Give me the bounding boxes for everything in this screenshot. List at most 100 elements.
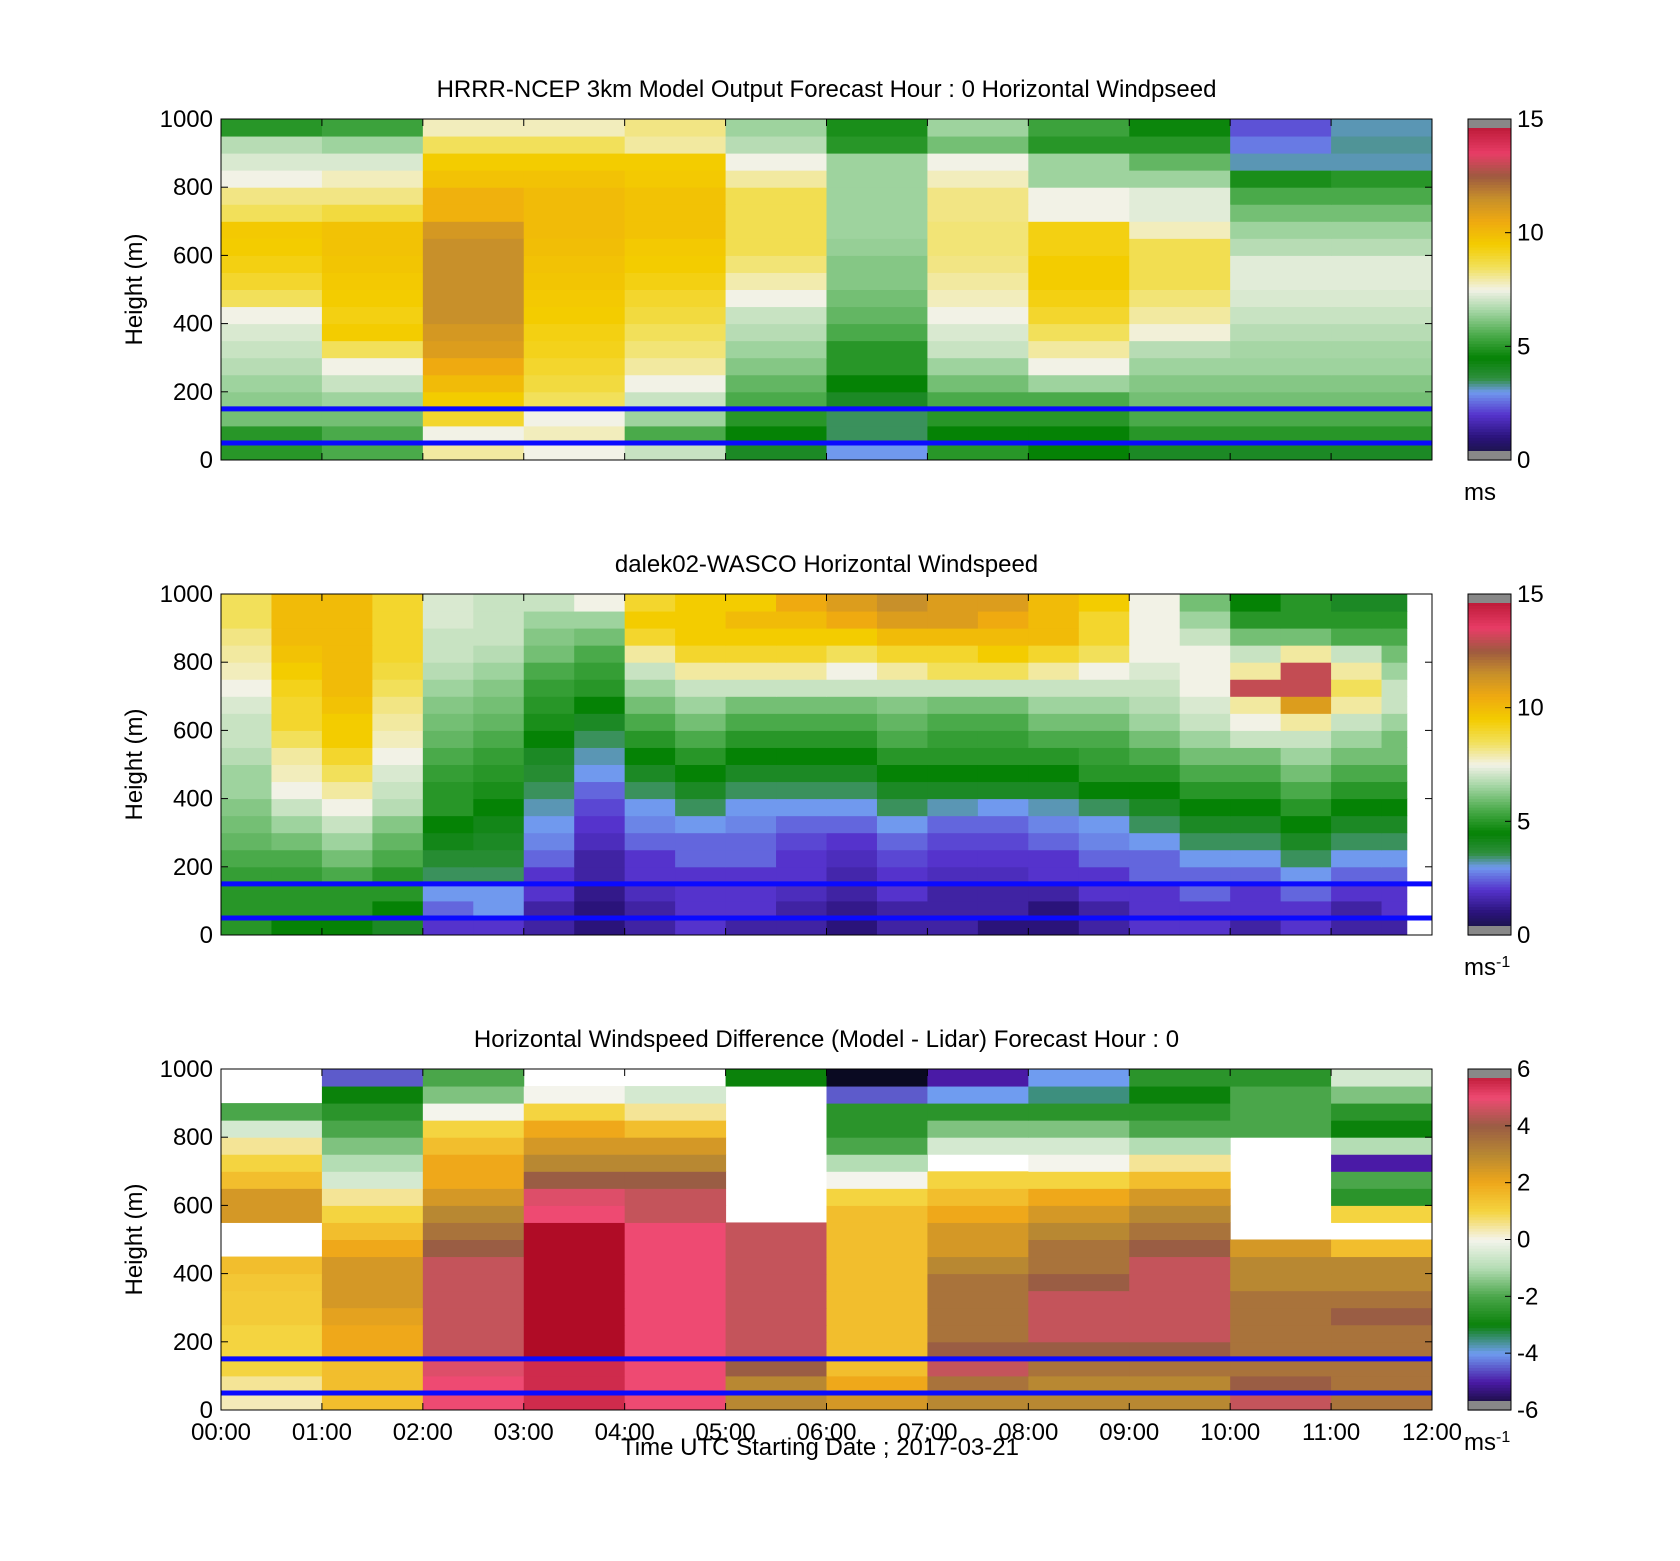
heatmap-cell [321, 798, 373, 817]
heatmap-cell [1028, 272, 1130, 290]
heatmap-cell [1280, 594, 1332, 612]
heatmap-cell [422, 1290, 525, 1309]
colorbar-segment [1468, 1313, 1511, 1317]
heatmap-cell [1179, 662, 1231, 680]
heatmap-cell [675, 662, 727, 680]
heatmap-cell [927, 204, 1029, 222]
heatmap-cell [1129, 221, 1231, 239]
colorbar-segment [1468, 630, 1511, 635]
heatmap-cell [1280, 815, 1332, 834]
heatmap-cell [221, 747, 272, 765]
heatmap-cell [321, 357, 424, 376]
heatmap-cell [321, 255, 424, 273]
heatmap-cell [1179, 628, 1231, 646]
colorbar-segment [1468, 1168, 1511, 1172]
colorbar-segment [1468, 192, 1511, 197]
heatmap-cell [1381, 798, 1408, 817]
heatmap-cell [1179, 730, 1231, 748]
heatmap-cell [776, 679, 827, 697]
heatmap-cell [1230, 255, 1332, 273]
colorbar-segment [1468, 380, 1511, 384]
colorbar-segment [1468, 1390, 1511, 1394]
colorbar-segment [1468, 1287, 1511, 1292]
heatmap-cell [1230, 1375, 1332, 1394]
colorbar-segment [1468, 209, 1511, 214]
heatmap-cell [977, 917, 1029, 936]
heatmap-cell [1129, 594, 1181, 612]
colorbar-segment [1468, 1219, 1511, 1224]
heatmap-cell [523, 289, 626, 308]
colorbar-segment [1468, 1338, 1511, 1343]
heatmap-cell [927, 306, 1029, 325]
heatmap-cell [1028, 306, 1130, 325]
heatmap-cell [321, 917, 373, 936]
heatmap-cell [372, 866, 424, 885]
colorbar-segment [1468, 1088, 1511, 1093]
heatmap-cell [725, 900, 777, 919]
y-tick-label: 600 [173, 242, 213, 269]
heatmap-cell [927, 289, 1029, 308]
y-tick-label: 600 [173, 1192, 213, 1219]
heatmap-cell [321, 1358, 424, 1377]
heatmap-cell [473, 849, 525, 868]
colorbar-segment [1468, 792, 1511, 797]
colorbar-segment [1468, 289, 1511, 293]
colorbar-segment [1468, 647, 1511, 652]
y-tick-label: 800 [173, 1124, 213, 1151]
colorbar-segment [1468, 815, 1511, 820]
x-axis-ticks [220, 594, 1433, 935]
heatmap-cell [422, 815, 474, 834]
heatmap-cell [725, 1375, 827, 1394]
heatmap-cell [826, 1120, 928, 1138]
colorbar-segment [1468, 1125, 1511, 1130]
heatmap-cell [372, 764, 424, 783]
heatmap-cell [624, 238, 727, 256]
heatmap-cell [574, 645, 626, 663]
heatmap-cell [523, 730, 575, 748]
x-tick-label: 06:00 [796, 1419, 856, 1446]
heatmap-cell [1331, 323, 1433, 342]
heatmap-cell [1129, 1205, 1231, 1223]
colorbar-segment [1468, 224, 1511, 228]
heatmap-cell [776, 611, 827, 629]
heatmap-cell [725, 1358, 827, 1377]
heatmap-cell [1078, 798, 1130, 817]
colorbar-segment [1468, 656, 1511, 660]
heatmap-cell [1028, 1273, 1130, 1292]
heatmap-cell [321, 1256, 424, 1275]
colorbar-segment [1468, 420, 1511, 424]
colorbar-unit-exponent: -1 [1496, 1429, 1510, 1446]
heatmap-cell [221, 662, 272, 680]
colorbar-segment [1468, 280, 1511, 285]
colorbar: -6 -4 -2 0 2 4 6 [1467, 1056, 1538, 1424]
heatmap-cell [422, 1188, 525, 1206]
heatmap-cell [321, 170, 424, 188]
heatmap-cell [1129, 1222, 1231, 1240]
colorbar-segment [1468, 295, 1511, 299]
heatmap-cell [473, 611, 525, 629]
heatmap-cell [826, 713, 878, 731]
heatmap-cell [523, 1137, 626, 1155]
colorbar-segment [1468, 1097, 1511, 1101]
panel-title: dalek02-WASCO Horizontal Windspeed [615, 551, 1038, 578]
heatmap-cell [776, 696, 827, 714]
heatmap-cell [1028, 611, 1080, 629]
colorbar-segment [1468, 144, 1511, 149]
heatmap-cell [1078, 662, 1130, 680]
colorbar-segment [1468, 710, 1511, 714]
heatmap-cell [523, 696, 575, 714]
heatmap-cell [221, 306, 323, 325]
colorbar-segment [1468, 616, 1511, 621]
heatmap-cell [1078, 917, 1130, 936]
colorbar-segment [1468, 787, 1511, 791]
heatmap-cell [927, 798, 979, 817]
colorbar-segment [1468, 1250, 1511, 1255]
colorbar-segment [1468, 1267, 1511, 1272]
colorbar-segment [1468, 755, 1511, 760]
heatmap-cell [725, 747, 777, 765]
heatmap-cell [1129, 866, 1181, 885]
heatmap-cell [1129, 1256, 1231, 1275]
heatmap-cell [1280, 645, 1332, 663]
heatmap-cell [725, 832, 777, 851]
heatmap-cell [1028, 408, 1130, 427]
